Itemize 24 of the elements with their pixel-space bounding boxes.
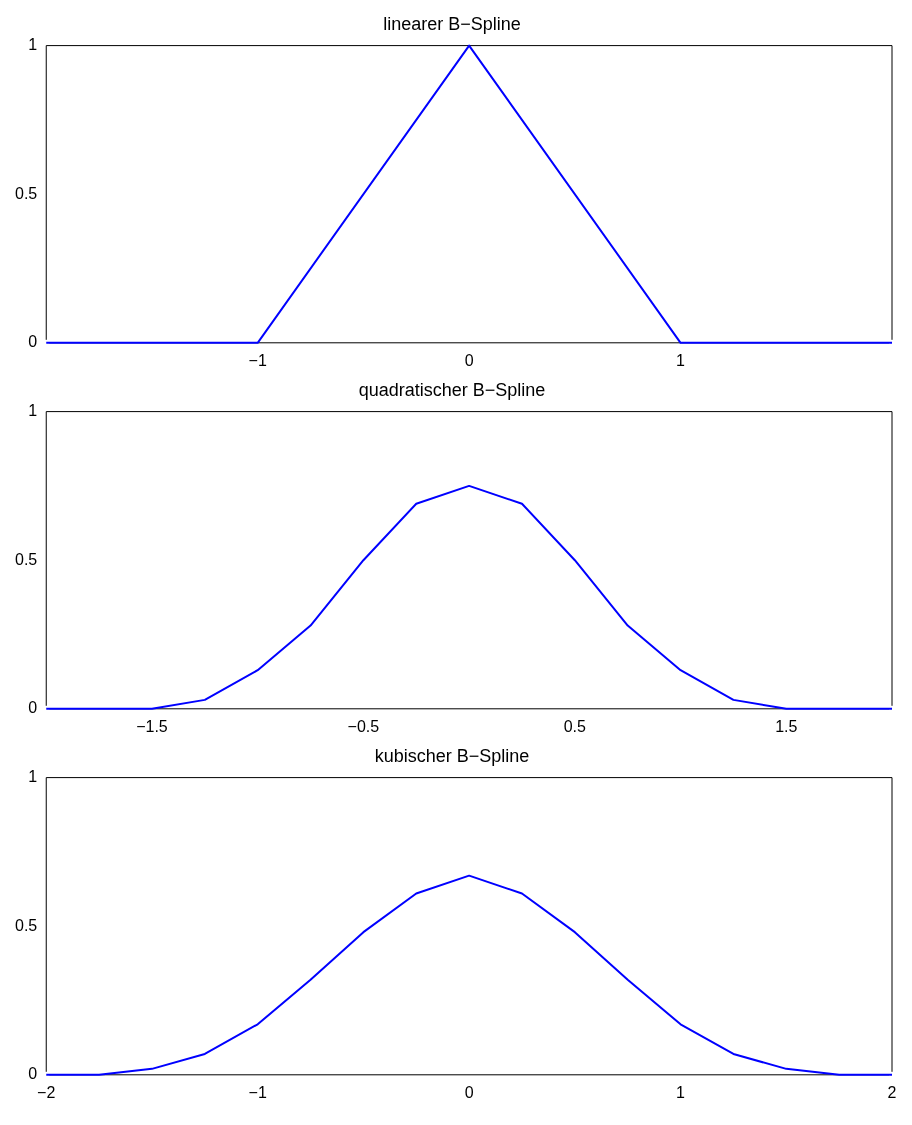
chart-title: linearer B−Spline (383, 13, 521, 34)
x-tick-label: 0.5 (563, 717, 587, 735)
y-tick-label: 0.5 (14, 184, 38, 202)
chart-title: kubischer B−Spline (374, 745, 530, 766)
x-tick-label: 1 (676, 351, 686, 369)
y-tick-label: 0.5 (14, 550, 38, 568)
x-tick-label: 1 (676, 1083, 686, 1101)
y-tick-label: 1 (28, 768, 38, 786)
chart-title: quadratischer B−Spline (358, 379, 546, 400)
y-tick-label: 1 (28, 402, 38, 420)
x-tick-label: 0 (464, 351, 474, 369)
x-tick-label: 2 (887, 1083, 897, 1101)
y-tick-label: 1 (28, 36, 38, 54)
x-tick-label: −1 (248, 351, 267, 369)
y-tick-label: 0 (28, 1065, 38, 1083)
x-tick-label: −2 (37, 1083, 56, 1101)
x-tick-label: 0 (464, 1083, 474, 1101)
x-tick-label: −0.5 (347, 717, 380, 735)
x-tick-label: −1.5 (136, 717, 168, 735)
x-tick-label: 1.5 (775, 717, 798, 735)
y-tick-label: 0.5 (14, 916, 38, 934)
y-tick-label: 0 (28, 699, 38, 717)
y-tick-label: 0 (28, 333, 38, 351)
x-tick-label: −1 (248, 1083, 267, 1101)
